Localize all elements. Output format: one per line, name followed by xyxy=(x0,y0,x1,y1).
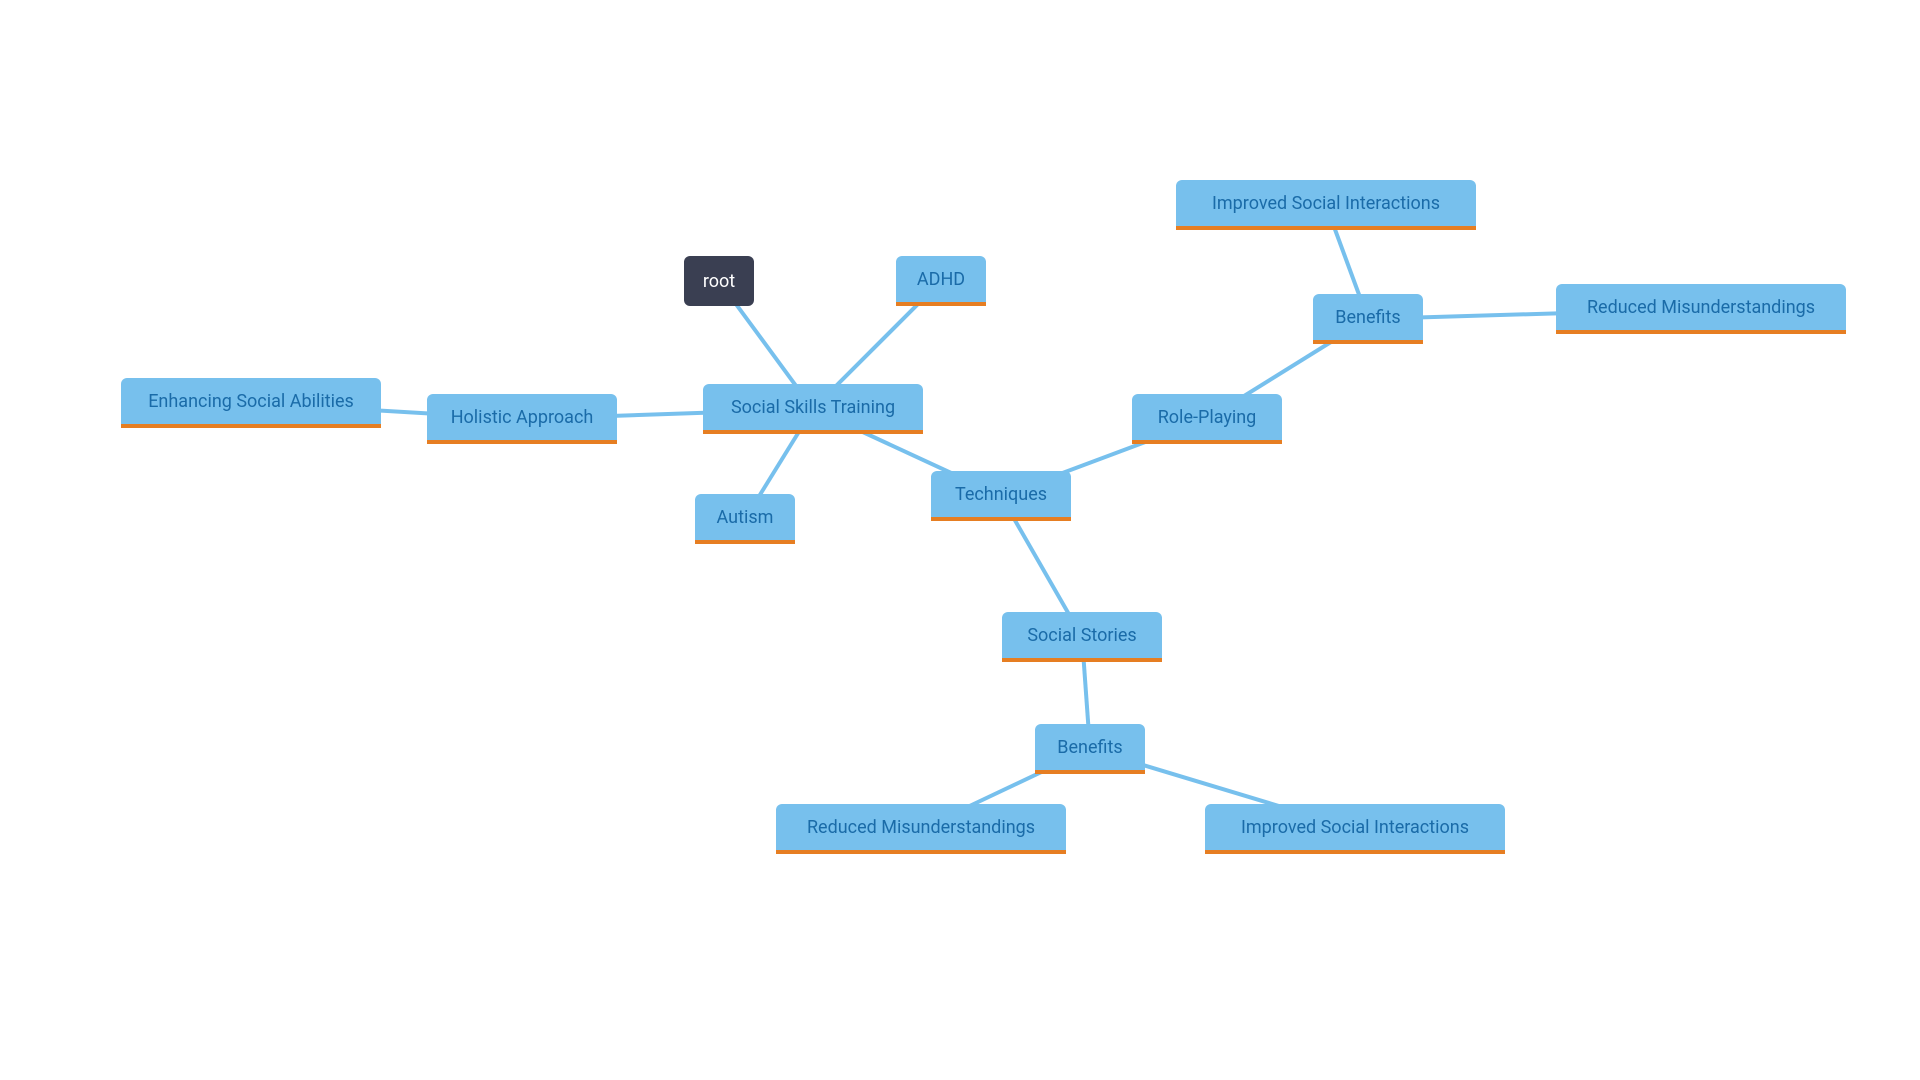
node-label: Benefits xyxy=(1057,737,1122,758)
node-adhd[interactable]: ADHD xyxy=(896,256,986,306)
node-label: ADHD xyxy=(917,269,965,290)
node-benefits1[interactable]: Benefits xyxy=(1313,294,1423,344)
node-enhancing[interactable]: Enhancing Social Abilities xyxy=(121,378,381,428)
node-label: Improved Social Interactions xyxy=(1212,193,1440,214)
node-label: root xyxy=(703,271,735,292)
node-reduced2[interactable]: Reduced Misunderstandings xyxy=(776,804,1066,854)
node-sst[interactable]: Social Skills Training xyxy=(703,384,923,434)
node-label: Social Stories xyxy=(1027,625,1136,646)
node-improved2[interactable]: Improved Social Interactions xyxy=(1205,804,1505,854)
node-label: Reduced Misunderstandings xyxy=(1587,297,1815,318)
node-label: Autism xyxy=(717,507,774,528)
node-label: Techniques xyxy=(955,484,1047,505)
node-holistic[interactable]: Holistic Approach xyxy=(427,394,617,444)
node-label: Enhancing Social Abilities xyxy=(148,391,354,412)
node-benefits2[interactable]: Benefits xyxy=(1035,724,1145,774)
node-techniques[interactable]: Techniques xyxy=(931,471,1071,521)
node-improved1[interactable]: Improved Social Interactions xyxy=(1176,180,1476,230)
node-label: Role-Playing xyxy=(1158,407,1257,428)
node-reduced1[interactable]: Reduced Misunderstandings xyxy=(1556,284,1846,334)
diagram-edges xyxy=(0,0,1920,1080)
node-label: Holistic Approach xyxy=(451,407,594,428)
node-socialstories[interactable]: Social Stories xyxy=(1002,612,1162,662)
node-label: Benefits xyxy=(1335,307,1400,328)
node-label: Reduced Misunderstandings xyxy=(807,817,1035,838)
node-label: Improved Social Interactions xyxy=(1241,817,1469,838)
node-roleplay[interactable]: Role-Playing xyxy=(1132,394,1282,444)
node-label: Social Skills Training xyxy=(731,397,895,418)
node-root[interactable]: root xyxy=(684,256,754,306)
node-autism[interactable]: Autism xyxy=(695,494,795,544)
